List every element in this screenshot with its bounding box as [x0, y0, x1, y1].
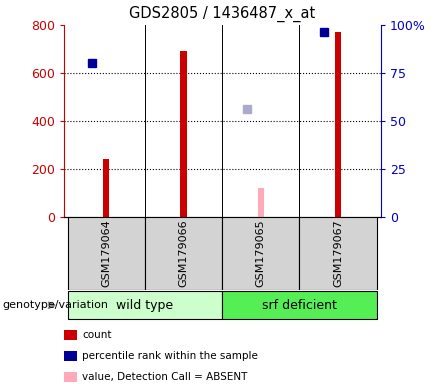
Bar [300, 217, 377, 290]
Text: GSM179065: GSM179065 [256, 220, 266, 287]
Bar [180, 51, 187, 217]
Title: GDS2805 / 1436487_x_at: GDS2805 / 1436487_x_at [129, 6, 315, 22]
Text: genotype/variation: genotype/variation [2, 300, 108, 310]
Bar [222, 217, 300, 290]
Text: srf deficient: srf deficient [262, 299, 337, 312]
Text: percentile rank within the sample: percentile rank within the sample [82, 351, 258, 361]
Text: value, Detection Call = ABSENT: value, Detection Call = ABSENT [82, 372, 248, 382]
Bar [145, 217, 222, 290]
Bar [103, 159, 110, 217]
Bar [68, 217, 145, 290]
Text: GSM179064: GSM179064 [101, 220, 111, 287]
Text: GSM179067: GSM179067 [333, 220, 343, 287]
Bar [258, 188, 264, 217]
Text: count: count [82, 330, 112, 340]
Text: GSM179066: GSM179066 [179, 220, 189, 287]
Text: wild type: wild type [116, 299, 173, 312]
Bar [335, 32, 341, 217]
Bar [222, 291, 377, 319]
Bar [68, 291, 222, 319]
